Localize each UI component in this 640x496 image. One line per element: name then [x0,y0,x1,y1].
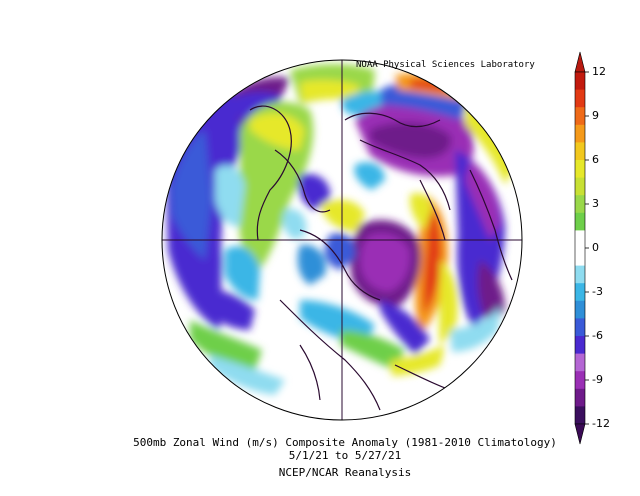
colorbar-segment [575,388,585,407]
colorbar-segment [575,195,585,214]
colorbar-segment [575,248,585,267]
colorbar-segment [575,318,585,337]
colorbar-segment [575,107,585,126]
colorbar-bottom-arrow [574,423,586,445]
caption-source: NCEP/NCAR Reanalysis [278,466,412,479]
caption-title: 500mb Zonal Wind (m/s) Composite Anomaly… [133,436,557,449]
colorbar-segment [575,212,585,231]
colorbar-tick-label: -12 [592,417,610,430]
anomaly-field [162,60,522,420]
colorbar-segment [575,336,585,355]
colorbar-tick-label: 6 [592,153,599,166]
colorbar-tick-label: 0 [592,241,599,254]
coastlines [249,105,513,411]
colorbar-segment [575,89,585,108]
colorbar [574,51,589,445]
colorbar-segment [575,300,585,319]
colorbar-segment [575,371,585,390]
colorbar-segment [575,353,585,372]
credit-label: NOAA Physical Sciences Laboratory [356,60,535,70]
caption-dates: 5/1/21 to 5/27/21 [288,449,402,462]
colorbar-tick-label: -6 [592,329,603,342]
colorbar-tick-label: -3 [592,285,603,298]
colorbar-top-arrow [574,51,586,73]
colorbar-segment [575,124,585,143]
colorbar-segment [575,265,585,284]
colorbar-segment [575,142,585,161]
colorbar-tick-label: -9 [592,373,603,386]
map-border [161,59,523,421]
colorbar-segment [575,230,585,249]
colorbar-segment [575,283,585,302]
colorbar-segment [575,160,585,179]
colorbar-tick-label: 9 [592,109,599,122]
colorbar-segment [575,406,585,425]
colorbar-segment [575,177,585,196]
colorbar-tick-label: 12 [592,65,606,78]
colorbar-segment [575,72,585,91]
colorbar-tick-label: 3 [592,197,599,210]
